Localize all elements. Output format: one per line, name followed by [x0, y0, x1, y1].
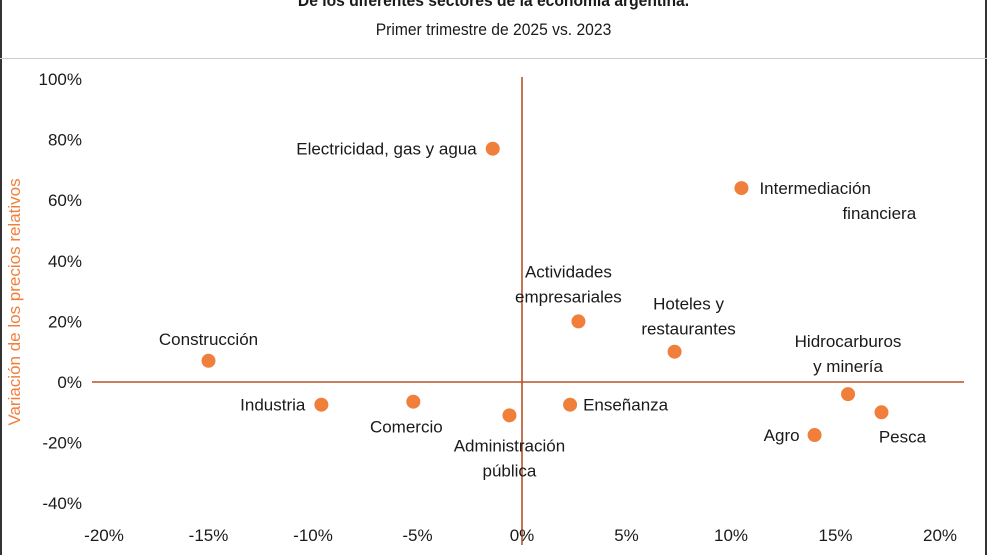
- x-tick-label: -15%: [189, 526, 229, 545]
- point-label: Comercio: [370, 418, 443, 437]
- x-tick-label: 15%: [818, 526, 852, 545]
- x-tick-label: -20%: [84, 526, 124, 545]
- point-label: Electricidad, gas y agua: [296, 140, 477, 159]
- data-point[interactable]: [314, 397, 329, 412]
- header-divider: [0, 58, 987, 59]
- data-point[interactable]: [734, 181, 749, 196]
- y-tick-label: 0%: [57, 373, 82, 392]
- chart-subtitle: Primer trimestre de 2025 vs. 2023: [375, 20, 612, 39]
- data-point[interactable]: [485, 141, 500, 156]
- x-tick-label: -5%: [402, 526, 432, 545]
- y-tick-label: 20%: [48, 312, 82, 331]
- data-point[interactable]: [201, 353, 216, 368]
- data-point[interactable]: [807, 428, 822, 443]
- x-tick-label: -10%: [293, 526, 333, 545]
- y-tick-label: 80%: [48, 131, 82, 150]
- x-tick-label: 10%: [714, 526, 748, 545]
- point-label: pública: [483, 461, 537, 480]
- point-label: restaurantes: [641, 320, 736, 339]
- y-tick-label: 100%: [39, 70, 82, 89]
- data-point[interactable]: [841, 387, 856, 402]
- point-label: Enseñanza: [583, 396, 669, 415]
- y-tick-label: 60%: [48, 191, 82, 210]
- y-tick-label: -20%: [42, 434, 82, 453]
- data-point[interactable]: [571, 314, 586, 329]
- point-label: Actividades: [525, 262, 612, 281]
- data-point[interactable]: [563, 397, 578, 412]
- data-point[interactable]: [667, 344, 682, 359]
- point-label: Administración: [454, 436, 566, 455]
- point-label: Hoteles y: [653, 295, 724, 314]
- point-label: Agro: [764, 426, 800, 445]
- y-axis-title: Variación de los precios relativos: [5, 178, 24, 425]
- x-tick-label: 5%: [614, 526, 639, 545]
- data-point[interactable]: [874, 405, 889, 420]
- point-label: empresariales: [515, 287, 622, 306]
- point-label: y minería: [813, 357, 883, 376]
- point-label: Industria: [240, 396, 306, 415]
- point-label: Construcción: [159, 330, 258, 349]
- y-tick-label: -40%: [42, 494, 82, 513]
- x-tick-label: 20%: [923, 526, 957, 545]
- point-label: Hidrocarburos: [795, 332, 902, 351]
- point-label: Pesca: [879, 427, 927, 446]
- point-label: financiera: [842, 204, 916, 223]
- data-point[interactable]: [406, 394, 421, 409]
- data-point[interactable]: [502, 408, 517, 423]
- y-tick-label: 40%: [48, 252, 82, 271]
- point-label: Intermediación: [759, 179, 871, 198]
- x-tick-label: 0%: [510, 526, 535, 545]
- chart-title: De los diferentes sectores de la economí…: [297, 0, 690, 10]
